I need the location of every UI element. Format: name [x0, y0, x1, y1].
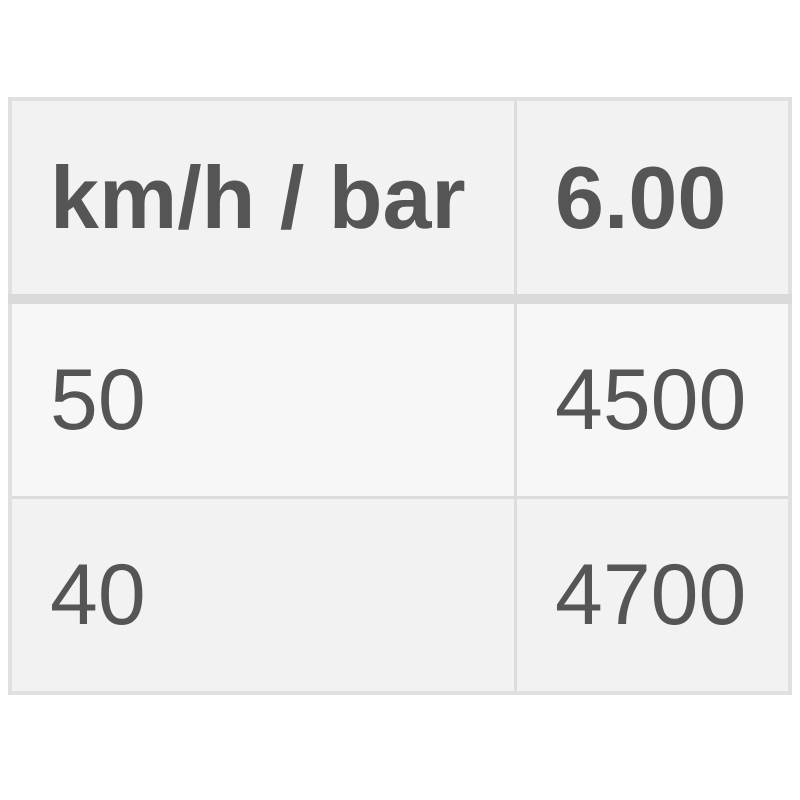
table-row: 50 4500 — [8, 297, 792, 499]
table-cell: 40 — [8, 496, 517, 695]
header-cell-pressure: 6.00 — [514, 97, 792, 304]
table-cell: 4500 — [514, 297, 792, 499]
table-row: 40 4700 — [8, 496, 792, 695]
table-cell: 50 — [8, 297, 517, 499]
header-cell-speed: km/h / bar — [8, 97, 517, 304]
pressure-table: km/h / bar 6.00 50 4500 40 4700 — [8, 97, 792, 695]
table-cell: 4700 — [514, 496, 792, 695]
header-row: km/h / bar 6.00 — [8, 97, 792, 304]
